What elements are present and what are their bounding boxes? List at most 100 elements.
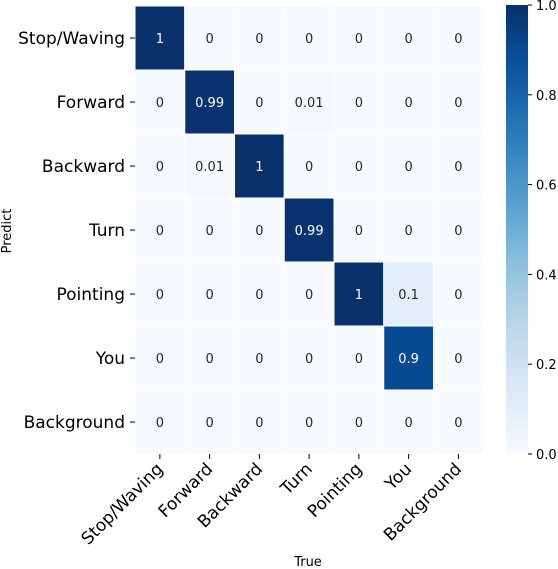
heatmap-cell [333,325,385,391]
heatmap-cell [184,197,235,263]
x-tick-label: Stop/Waving [78,459,168,549]
colorbar-tick-label: 1.0 [536,0,557,14]
heatmap-cell [433,69,484,135]
heatmap-cell [433,325,484,391]
heatmap-cell [134,325,186,391]
colorbar-tick-label: 0.8 [536,89,557,104]
heatmap-cell [333,133,385,199]
cell-value-label: 0 [156,224,164,239]
y-tick-label: Forward [57,93,125,113]
cell-value-label: 0 [156,416,164,431]
heatmap-cell [283,133,335,199]
heatmap-cell [283,325,335,391]
cell-value-label: 0 [454,288,462,303]
cell-value-label: 1 [255,160,263,175]
heatmap-cell [333,69,385,135]
cell-value-label: 0 [255,32,263,47]
y-tick-label: Backward [42,157,125,177]
heatmap-cells: 1 0 0 0 0 0 0 0 0.99 0 0.01 0 0 0 0 0.01 1 0 0 0 0 0 0 0 0.99 0 0 0… [134,5,484,455]
y-tick-label: Turn [88,221,125,241]
heatmap-cell [134,5,186,71]
cell-value-label: 0 [404,416,412,431]
heatmap-cell [383,389,434,455]
heatmap-cell [184,5,235,71]
heatmap-cell [184,325,235,391]
heatmap-cell [134,261,186,327]
cell-value-label: 0 [255,288,263,303]
colorbar-tick-label: 0.6 [536,179,557,194]
cell-value-label: 0 [255,416,263,431]
cell-value-label: 0 [355,96,363,111]
cell-value-label: 0 [205,32,213,47]
heatmap-cell [234,5,285,71]
cell-value-label: 0 [156,96,164,111]
heatmap-cell [134,197,186,263]
cell-value-label: 0 [305,288,313,303]
cell-value-label: 0 [404,160,412,175]
cell-value-label: 0 [255,352,263,367]
cell-value-label: 1 [156,32,164,47]
cell-value-label: 0.01 [195,160,224,175]
heatmap-cell [333,389,385,455]
heatmap-cell [134,389,186,455]
heatmap-cell [283,197,335,263]
cell-value-label: 0 [454,416,462,431]
cell-value-label: 0.1 [398,288,419,303]
heatmap-cell [234,389,285,455]
heatmap-cell [184,133,235,199]
cell-value-label: 0.99 [195,96,224,111]
cell-value-label: 0 [404,96,412,111]
cell-value-label: 1 [355,288,363,303]
cell-value-label: 0 [355,352,363,367]
heatmap-cell [283,389,335,455]
y-axis-label: Predict [0,209,15,254]
cell-value-label: 0 [305,416,313,431]
cell-value-label: 0 [355,160,363,175]
heatmap-cell [433,133,484,199]
cell-value-label: 0 [454,224,462,239]
cell-value-label: 0 [255,96,263,111]
cell-value-label: 0 [255,224,263,239]
cell-value-label: 0 [305,352,313,367]
x-tick-label: Pointing [304,459,367,522]
cell-value-label: 0 [156,160,164,175]
heatmap-cell [433,197,484,263]
x-axis-label: True [293,555,322,569]
cell-value-label: 0.99 [295,224,324,239]
colorbar-tick-label: 0.4 [536,268,557,283]
heatmap-cell [383,133,434,199]
colorbar [506,5,528,454]
cell-value-label: 0 [404,224,412,239]
cell-value-label: 0.9 [398,352,419,367]
heatmap-cell [234,133,285,199]
cell-value-label: 0 [205,352,213,367]
colorbar-tick-label: 0.0 [536,448,557,463]
cell-value-label: 0 [156,288,164,303]
cell-value-label: 0 [156,352,164,367]
cell-value-label: 0 [305,160,313,175]
x-tick-label: Turn [276,459,316,499]
cell-value-label: 0 [355,224,363,239]
y-tick-label: Stop/Waving [18,29,125,49]
cell-value-label: 0 [355,32,363,47]
cell-value-label: 0 [305,32,313,47]
heatmap-cell [383,5,434,71]
cell-value-label: 0 [454,96,462,111]
y-tick-labels: Stop/Waving Forward Backward Turn Pointing Yo… [18,29,135,433]
cell-value-label: 0 [355,416,363,431]
y-tick-label: You [95,349,125,369]
cell-value-label: 0 [454,352,462,367]
y-tick-label: Background [24,413,125,433]
cell-value-label: 0 [454,32,462,47]
cell-value-label: 0 [404,32,412,47]
x-tick-label: You [381,459,417,495]
colorbar-tick-label: 0.2 [536,358,557,373]
cell-value-label: 0 [454,160,462,175]
heatmap-cell [433,389,484,455]
cell-value-label: 0 [205,224,213,239]
colorbar-ticks: 0.0 0.2 0.4 0.6 0.8 1.0 [528,0,557,463]
cell-value-label: 0.01 [295,96,324,111]
heatmap-cell [234,261,285,327]
